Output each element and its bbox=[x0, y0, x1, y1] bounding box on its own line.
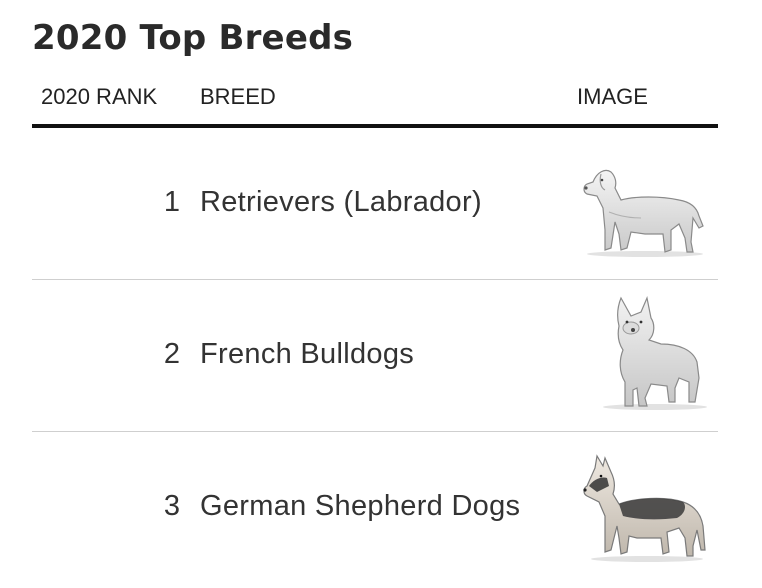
column-header-rank: 2020 RANK bbox=[41, 84, 158, 109]
table-row: 3 German Shepherd Dogs bbox=[32, 432, 718, 584]
rank-cell: 3 bbox=[163, 490, 180, 522]
breed-cell: Retrievers (Labrador) bbox=[200, 186, 482, 218]
page-title: 2020 Top Breeds bbox=[32, 18, 354, 58]
breed-cell: French Bulldogs bbox=[200, 338, 415, 370]
table-row: 1 Retrievers (Labrador) bbox=[32, 128, 718, 280]
table-header: 2020 RANK BREED IMAGE bbox=[32, 84, 718, 124]
rank-cell: 2 bbox=[163, 338, 180, 370]
labrador-retriever-illustration bbox=[575, 142, 711, 258]
rank-cell: 1 bbox=[163, 186, 180, 218]
french-bulldog-illustration bbox=[575, 294, 711, 410]
header-divider bbox=[32, 124, 718, 128]
breed-cell: German Shepherd Dogs bbox=[200, 490, 521, 522]
column-header-breed: BREED bbox=[200, 84, 276, 109]
row-divider bbox=[32, 279, 718, 280]
german-shepherd-illustration bbox=[575, 446, 711, 562]
row-divider bbox=[32, 431, 718, 432]
column-header-image: IMAGE bbox=[577, 84, 648, 109]
table-row: 2 French Bulldogs bbox=[32, 280, 718, 432]
